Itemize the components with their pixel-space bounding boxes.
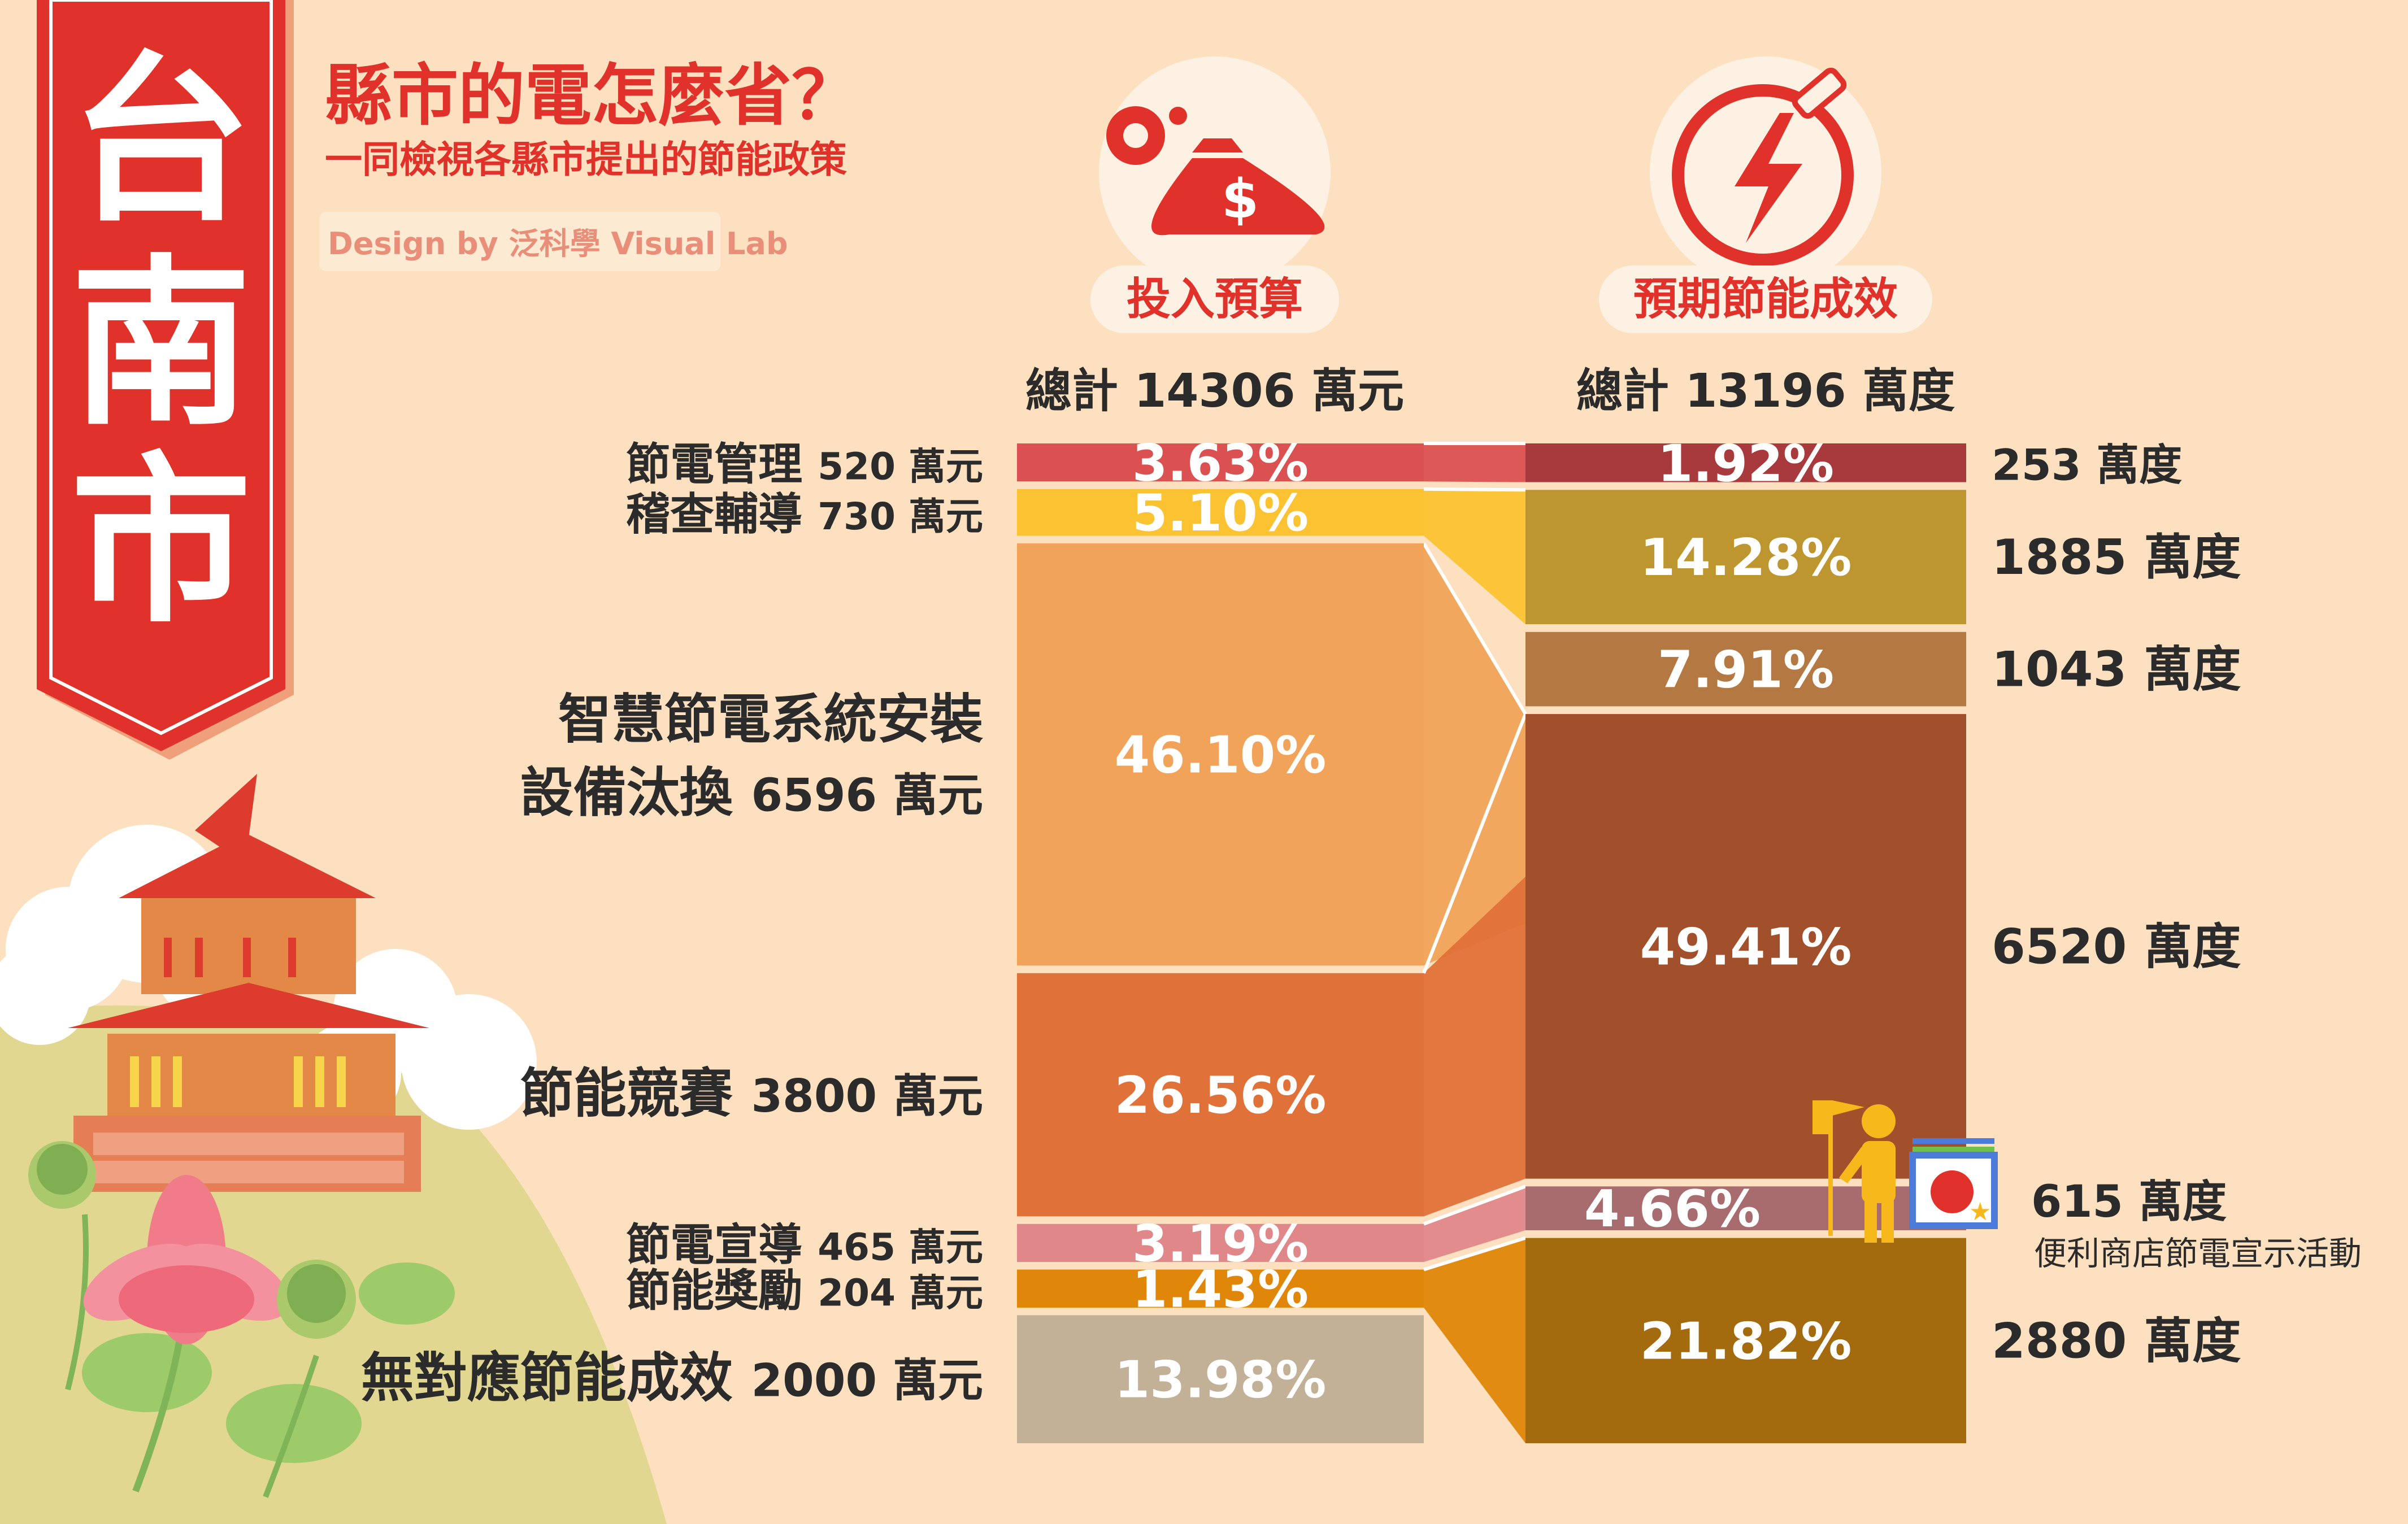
- budget-bar: [1017, 443, 1424, 482]
- city-name-char-1: 台: [71, 36, 251, 246]
- savings-value-label: 615 萬度: [2031, 1177, 2227, 1227]
- budget-percent-label: 5.10%: [1132, 484, 1309, 543]
- connector-line: [1422, 542, 1527, 715]
- lotus-flower-icon: [28, 1141, 356, 1498]
- connector-line: [1423, 1236, 1526, 1272]
- budget-category-label: 節能競賽 3800 萬元: [520, 1063, 983, 1125]
- budget-bars: 3.63% 節電管理 520 萬元 5.10% 稽查輔導 730 萬元 46.10% 智慧…: [361, 434, 1424, 1443]
- connector-ribbon: [1424, 1186, 1525, 1262]
- savings-value-label: 6520 萬度: [1992, 918, 2241, 975]
- savings-bar: [1525, 632, 1966, 707]
- budget-category-label: 節能獎勵 204 萬元: [626, 1265, 983, 1316]
- budget-column-header: $ 投入預算 總計 14306 萬元: [1025, 56, 1404, 418]
- tainan-illustration: [0, 774, 667, 1524]
- page-title: 縣市的電怎麼省？: [325, 56, 858, 134]
- savings-percent-label: 21.82%: [1640, 1312, 1852, 1371]
- savings-bars: 1.92% 253 萬度 14.28% 1885 萬度 7.91% 1043 萬度 49.4…: [1525, 434, 2362, 1443]
- savings-value-label: 1885 萬度: [1992, 529, 2241, 586]
- budget-total: 總計 14306 萬元: [1025, 364, 1404, 418]
- budget-bar: [1017, 543, 1424, 966]
- connector-line: [1422, 713, 1527, 974]
- savings-column-header: 預期節能成效 總計 13196 萬度: [1576, 56, 1955, 418]
- budget-percent-label: 3.19%: [1132, 1214, 1309, 1273]
- budget-category-label: 智慧節電系統安裝: [558, 689, 984, 751]
- svg-text:★: ★: [1969, 1198, 1991, 1226]
- savings-bar: [1525, 1238, 1966, 1443]
- page-subtitle: 一同檢視各縣市提出的節能政策: [325, 138, 847, 181]
- connector-ribbon: [1424, 876, 1525, 1217]
- savings-value-label: 253 萬度: [1992, 439, 2182, 490]
- budget-percent-label: 26.56%: [1115, 1066, 1327, 1125]
- budget-bar: [1017, 973, 1424, 1217]
- credit-text: Design by 泛科學 Visual Lab: [328, 226, 788, 262]
- budget-percent-label: 1.43%: [1132, 1260, 1309, 1319]
- connector-ribbon: [1424, 543, 1525, 966]
- connector-line: [1423, 487, 1526, 492]
- budget-category-label: 設備汰換 6596 萬元: [520, 763, 983, 824]
- savings-value-label: 1043 萬度: [1992, 642, 2241, 698]
- savings-total: 總計 13196 萬度: [1576, 364, 1955, 418]
- budget-bar: [1017, 1315, 1424, 1443]
- connector-ribbon: [1424, 1238, 1525, 1443]
- city-banner: 台 南 市: [37, 0, 294, 760]
- budget-percent-label: 46.10%: [1115, 726, 1327, 785]
- pagoda-icon: [68, 774, 429, 1192]
- budget-percent-label: 13.98%: [1115, 1351, 1327, 1410]
- money-bag-icon: $: [1106, 106, 1325, 236]
- savings-percent-label: 7.91%: [1658, 641, 1834, 700]
- credit-badge: [319, 212, 720, 271]
- savings-percent-label: 14.28%: [1640, 528, 1852, 587]
- savings-percent-label: 49.41%: [1640, 917, 1852, 977]
- savings-bar: [1525, 443, 1966, 482]
- convenience-store-campaign-icon: ★: [1812, 1100, 1998, 1243]
- budget-category-label: 節電宣導 465 萬元: [626, 1220, 983, 1270]
- savings-label: 預期節能成效: [1633, 274, 1898, 325]
- svg-text:$: $: [1222, 168, 1259, 230]
- savings-bar: [1525, 714, 1966, 1179]
- budget-percent-label: 3.63%: [1132, 434, 1309, 493]
- savings-percent-label: 4.66%: [1584, 1179, 1761, 1239]
- savings-percent-label: 1.92%: [1658, 434, 1834, 493]
- budget-bar: [1017, 1269, 1424, 1308]
- flow-connectors: [1422, 442, 1527, 1443]
- budget-category-label: 節電管理 520 萬元: [626, 439, 983, 490]
- budget-bar: [1017, 489, 1424, 536]
- lightning-plug-icon: [1672, 67, 1854, 266]
- budget-bar: [1017, 1223, 1424, 1262]
- savings-value-label: 2880 萬度: [1992, 1313, 2241, 1369]
- city-name-char-2: 南: [71, 240, 251, 450]
- budget-label: 投入預算: [1127, 274, 1303, 325]
- connector-ribbon: [1424, 443, 1525, 482]
- city-name-char-3: 市: [71, 437, 251, 647]
- connector-ribbon: [1424, 489, 1525, 625]
- budget-category-label: 無對應節能成效 2000 萬元: [361, 1348, 983, 1409]
- savings-note-label: 便利商店節電宣示活動: [2034, 1234, 2362, 1273]
- connector-line: [1423, 1185, 1527, 1226]
- budget-category-label: 稽查輔導 730 萬元: [626, 489, 983, 540]
- savings-bar: [1525, 490, 1966, 625]
